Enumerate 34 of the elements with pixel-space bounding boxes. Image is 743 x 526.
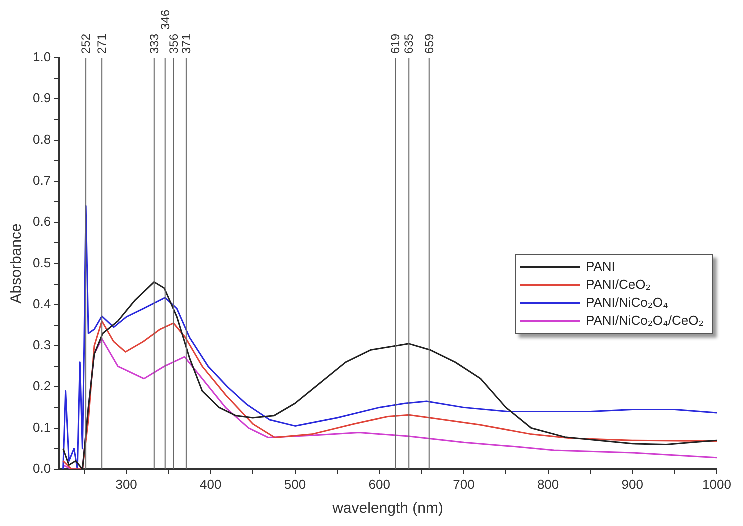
- y-tick-label: 0.1: [32, 420, 52, 435]
- ref-line-label: 635: [402, 34, 416, 54]
- x-tick-label: 400: [200, 476, 222, 492]
- x-tick-label: 900: [622, 476, 644, 492]
- y-axis-title: Absorbance: [8, 224, 26, 304]
- x-tick-label: 500: [284, 476, 306, 492]
- ref-line-label: 371: [179, 34, 194, 54]
- legend-label: PANI/CeO₂: [586, 277, 651, 292]
- x-tick-label: 1000: [702, 476, 732, 492]
- ref-line-label: 659: [422, 34, 436, 54]
- y-tick-label: 0.4: [32, 296, 52, 312]
- legend-label: PANI/NiCo₂O₄: [586, 295, 668, 310]
- y-tick-label: 0.9: [32, 90, 52, 106]
- x-axis-title: wavelength (nm): [332, 500, 444, 518]
- y-tick-label: 0.3: [32, 338, 52, 353]
- y-tick-label: 0.8: [32, 132, 52, 147]
- x-tick-label: 800: [537, 476, 560, 492]
- ref-line-label: 333: [147, 34, 162, 54]
- legend-label: PANI: [586, 259, 616, 274]
- y-tick-label: 0.2: [32, 378, 52, 394]
- x-tick-label: 600: [368, 476, 390, 492]
- x-tick-label: 700: [453, 476, 475, 492]
- ref-line-label: 346: [158, 10, 172, 30]
- ref-line-label: 271: [95, 34, 110, 54]
- legend-label: PANI/NiCo₂O₄/CeO₂: [586, 313, 704, 328]
- ref-line-label: 356: [166, 34, 181, 54]
- ref-line-label: 619: [388, 34, 403, 54]
- y-tick-label: 0.5: [32, 255, 52, 270]
- y-tick-label: 0.7: [32, 173, 52, 188]
- y-tick-label: 0.6: [32, 214, 52, 230]
- y-tick-label: 0.0: [32, 460, 52, 476]
- x-tick-label: 300: [116, 476, 138, 492]
- ref-line-label: 252: [79, 34, 94, 54]
- y-tick-label: 1.0: [32, 50, 52, 65]
